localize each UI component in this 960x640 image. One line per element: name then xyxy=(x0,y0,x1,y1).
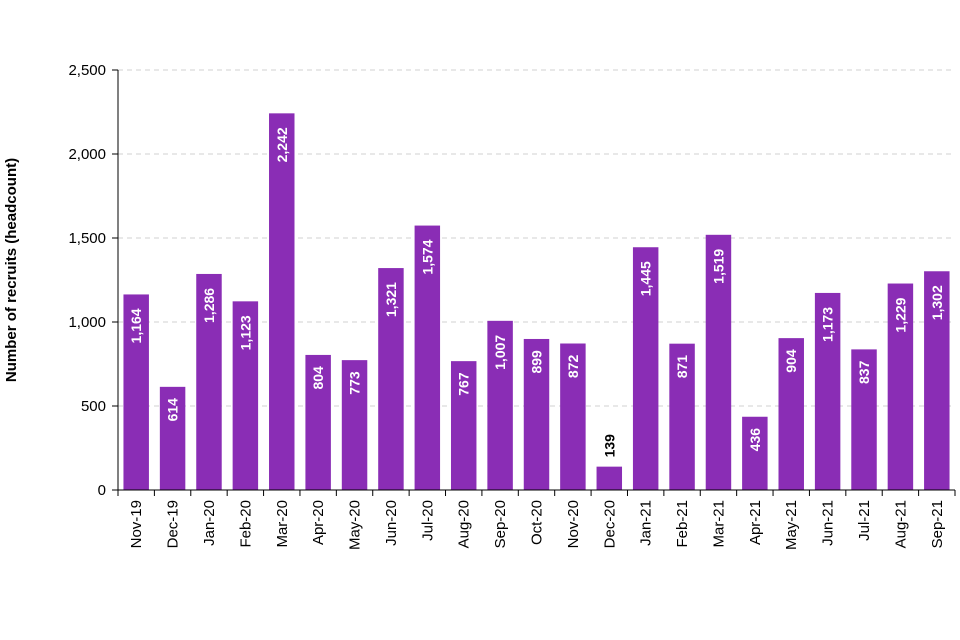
data-label: 837 xyxy=(856,360,872,384)
data-label: 436 xyxy=(747,428,763,452)
y-tick-label: 1,500 xyxy=(68,230,106,247)
y-tick-label: 500 xyxy=(81,398,106,415)
data-label: 1,574 xyxy=(419,239,435,274)
x-tick-label: Mar-21 xyxy=(710,500,727,548)
bar xyxy=(523,338,550,490)
x-tick-label: Sep-21 xyxy=(929,500,946,548)
data-label: 1,164 xyxy=(128,308,144,343)
data-label: 1,286 xyxy=(201,288,217,323)
data-label: 767 xyxy=(456,372,472,396)
bar xyxy=(450,361,477,490)
bar xyxy=(632,247,659,490)
bar xyxy=(887,283,914,490)
y-tick-label: 2,500 xyxy=(68,62,106,79)
x-tick-label: Dec-19 xyxy=(165,500,182,548)
data-label: 1,173 xyxy=(820,307,836,342)
bar xyxy=(851,349,877,490)
bars: 1,164 614 1,286 1,123 2,242 804 773 1,321 1,574 7… xyxy=(123,113,950,491)
y-axis: 0 500 1,000 1,500 2,000 2,500 xyxy=(68,62,119,499)
bar xyxy=(269,113,295,491)
x-tick-label: Nov-19 xyxy=(128,500,145,548)
bar xyxy=(305,354,331,490)
x-tick-label: Jul-20 xyxy=(419,500,436,541)
x-tick-label: Nov-20 xyxy=(565,500,582,548)
x-tick-label: Dec-20 xyxy=(601,500,618,548)
y-axis-title: Number of recruits (headcount) xyxy=(3,158,20,382)
data-label: 773 xyxy=(347,371,363,395)
bar xyxy=(669,343,695,490)
data-label: 904 xyxy=(783,349,799,373)
bar xyxy=(742,416,768,490)
x-tick-label: Mar-20 xyxy=(274,500,291,548)
bar xyxy=(414,225,441,490)
x-tick-label: May-20 xyxy=(347,500,364,550)
data-label: 1,007 xyxy=(492,335,508,370)
data-label: 1,445 xyxy=(638,261,654,296)
data-label: 1,302 xyxy=(929,285,945,320)
data-label: 139 xyxy=(601,434,617,458)
bar xyxy=(159,386,186,490)
data-label: 899 xyxy=(529,350,545,374)
bar xyxy=(378,268,404,490)
x-tick-label: Apr-20 xyxy=(310,500,327,545)
bar xyxy=(596,466,623,490)
bar xyxy=(924,271,950,490)
bar xyxy=(341,360,368,490)
x-tick-label: Aug-20 xyxy=(456,500,473,548)
x-axis: Nov-19 Dec-19 Jan-20 Feb-20 Mar-20 Apr-20 May-… xyxy=(117,489,956,550)
data-label: 804 xyxy=(310,366,326,390)
x-tick-label: Feb-20 xyxy=(237,500,254,548)
x-tick-label: Jun-20 xyxy=(383,500,400,546)
y-tick-label: 1,000 xyxy=(68,314,106,331)
data-label: 1,321 xyxy=(383,282,399,317)
bar xyxy=(778,338,804,490)
data-label: 1,229 xyxy=(892,297,908,332)
bar xyxy=(814,292,841,490)
x-tick-label: Feb-21 xyxy=(674,500,691,548)
x-tick-label: May-21 xyxy=(783,500,800,550)
y-tick-label: 2,000 xyxy=(68,146,106,163)
x-tick-label: Jan-20 xyxy=(201,500,218,546)
bar xyxy=(123,294,149,490)
bar xyxy=(705,234,732,490)
bar xyxy=(196,273,222,490)
y-tick-label: 0 xyxy=(98,482,106,499)
x-tick-label: Sep-20 xyxy=(492,500,509,548)
x-tick-label: Jul-21 xyxy=(856,500,873,541)
x-tick-label: Jan-21 xyxy=(638,500,655,546)
data-label: 1,519 xyxy=(710,249,726,284)
x-tick-label: Oct-20 xyxy=(529,500,546,545)
x-tick-label: Jun-21 xyxy=(820,500,837,546)
x-tick-label: Apr-21 xyxy=(747,500,764,545)
data-label: 2,242 xyxy=(274,127,290,162)
data-label: 1,123 xyxy=(237,315,253,350)
bar xyxy=(487,320,513,490)
bar xyxy=(560,343,586,490)
data-label: 872 xyxy=(565,355,581,379)
x-tick-label: Aug-21 xyxy=(892,500,909,548)
data-label: 614 xyxy=(165,398,181,422)
data-label: 871 xyxy=(674,355,690,379)
bar xyxy=(232,301,259,490)
